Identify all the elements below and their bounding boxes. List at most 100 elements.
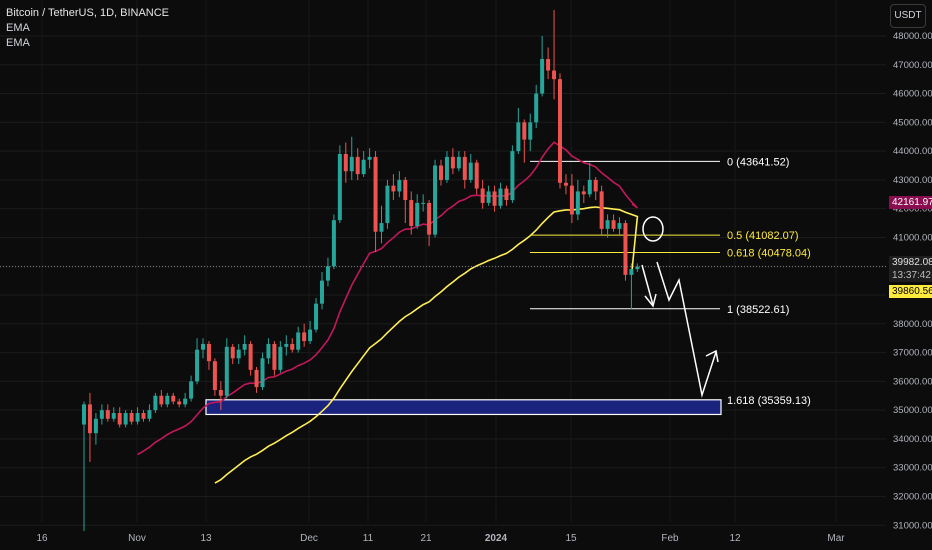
candle-body	[337, 153, 342, 221]
candle-body	[260, 358, 265, 388]
candle-body	[314, 303, 319, 330]
target-circle	[642, 216, 664, 242]
fib-levels: 0 (43641.52) 0.5 (41082.07) 0.618 (40478.0…	[530, 156, 811, 316]
candle-body	[546, 59, 551, 71]
price-tick-label: 32000.00	[893, 491, 932, 502]
candle-body	[224, 346, 229, 396]
projection-arrow-short	[641, 264, 654, 306]
candle-body	[320, 280, 324, 304]
candle-body	[123, 413, 128, 425]
candle-body	[236, 349, 241, 359]
last-price-tag: 39982.08	[889, 256, 932, 269]
candle-body	[331, 220, 336, 267]
candle-body	[379, 223, 384, 232]
symbol-title[interactable]: Bitcoin / TetherUS, 1D, BINANCE	[6, 7, 170, 19]
candle-body	[349, 156, 354, 172]
candle-body	[409, 200, 414, 226]
candle-body	[135, 413, 140, 422]
time-tick-label: 12	[729, 533, 741, 544]
candle-body	[474, 162, 479, 189]
arrowhead-up	[705, 349, 719, 363]
candle-body	[242, 343, 247, 350]
time-tick-label: 13	[200, 533, 212, 544]
candle-body	[141, 413, 146, 419]
candle-body	[480, 188, 485, 203]
candle-body	[575, 191, 580, 215]
candle-body	[373, 156, 378, 232]
price-tick-label: 38000.00	[893, 319, 932, 330]
price-tick-label: 33000.00	[893, 463, 932, 474]
candle-body	[427, 202, 432, 235]
candle-body	[403, 179, 408, 201]
candle-body	[302, 332, 307, 342]
candle-body	[111, 413, 116, 419]
candle-body	[492, 191, 497, 206]
candle-body	[165, 395, 170, 405]
candle-body	[617, 223, 622, 229]
time-tick-label: Feb	[661, 533, 679, 544]
candle-body	[635, 266, 640, 270]
candle-body	[462, 156, 467, 180]
candle-body	[93, 418, 98, 434]
support-zone: 1.618 (35359.13)	[205, 395, 811, 416]
ema-fast-price-tag: 42161.97	[889, 196, 932, 209]
candle-body	[105, 410, 110, 419]
support-zone-rect	[205, 399, 722, 416]
candle-body	[99, 410, 104, 419]
time-axis[interactable]: 16 Nov 13 Dec 11 21 2024 15 Feb 12 Mar	[36, 533, 845, 544]
arrowhead-short	[644, 293, 657, 308]
indicator-ema-1[interactable]: EMA	[6, 22, 30, 34]
candle-body	[230, 346, 235, 359]
price-tick-label: 45000.00	[893, 117, 932, 128]
time-tick-label: 2024	[485, 533, 508, 544]
candle-body	[189, 381, 194, 399]
candle-body	[278, 346, 283, 370]
time-tick-label: Dec	[300, 533, 318, 544]
time-tick-label: 16	[36, 533, 48, 544]
currency-button[interactable]: USDT	[890, 4, 926, 28]
chart-header: Bitcoin / TetherUS, 1D, BINANCE EMA EMA	[6, 6, 169, 51]
grid-lines	[0, 0, 886, 526]
candle-body	[439, 165, 443, 180]
candle-body	[433, 165, 438, 235]
candle-body	[159, 395, 164, 405]
candle-body	[266, 343, 271, 359]
time-tick-label: 11	[363, 533, 374, 544]
candle-body	[510, 151, 515, 201]
candle-body	[522, 122, 527, 140]
candle-body	[201, 343, 205, 350]
price-tick-label: 46000.00	[893, 89, 932, 100]
indicator-ema-2[interactable]: EMA	[6, 37, 30, 49]
candle-body	[308, 329, 313, 342]
countdown-tag: 13:37:42	[889, 269, 932, 282]
time-tick-label: Nov	[128, 533, 146, 544]
time-tick-label: 15	[565, 533, 577, 544]
candle-body	[361, 159, 366, 175]
candle-body	[540, 59, 545, 94]
candle-body	[516, 122, 521, 152]
candle-body	[599, 191, 604, 229]
candle-body	[569, 185, 574, 215]
candle-body	[397, 179, 402, 192]
candles	[82, 10, 640, 532]
candle-body	[552, 70, 557, 80]
price-tick-label: 35000.00	[893, 405, 932, 416]
candle-body	[623, 223, 628, 275]
fib-label-1-618: 1.618 (35359.13)	[727, 395, 811, 407]
candle-body	[415, 202, 420, 226]
projection-arrow-path	[656, 261, 717, 398]
candle-body	[355, 156, 360, 175]
candle-body	[587, 179, 592, 195]
candle-body	[611, 220, 616, 229]
candle-body	[563, 182, 568, 186]
candle-body	[468, 162, 473, 180]
price-tick-label: 41000.00	[893, 232, 932, 243]
candle-body	[486, 191, 491, 203]
candle-body	[343, 153, 348, 172]
candle-body	[82, 404, 86, 425]
candle-body	[171, 395, 176, 402]
fib-label: 0 (43641.52)	[727, 156, 789, 168]
candle-body	[444, 156, 449, 180]
candle-body	[212, 361, 217, 390]
